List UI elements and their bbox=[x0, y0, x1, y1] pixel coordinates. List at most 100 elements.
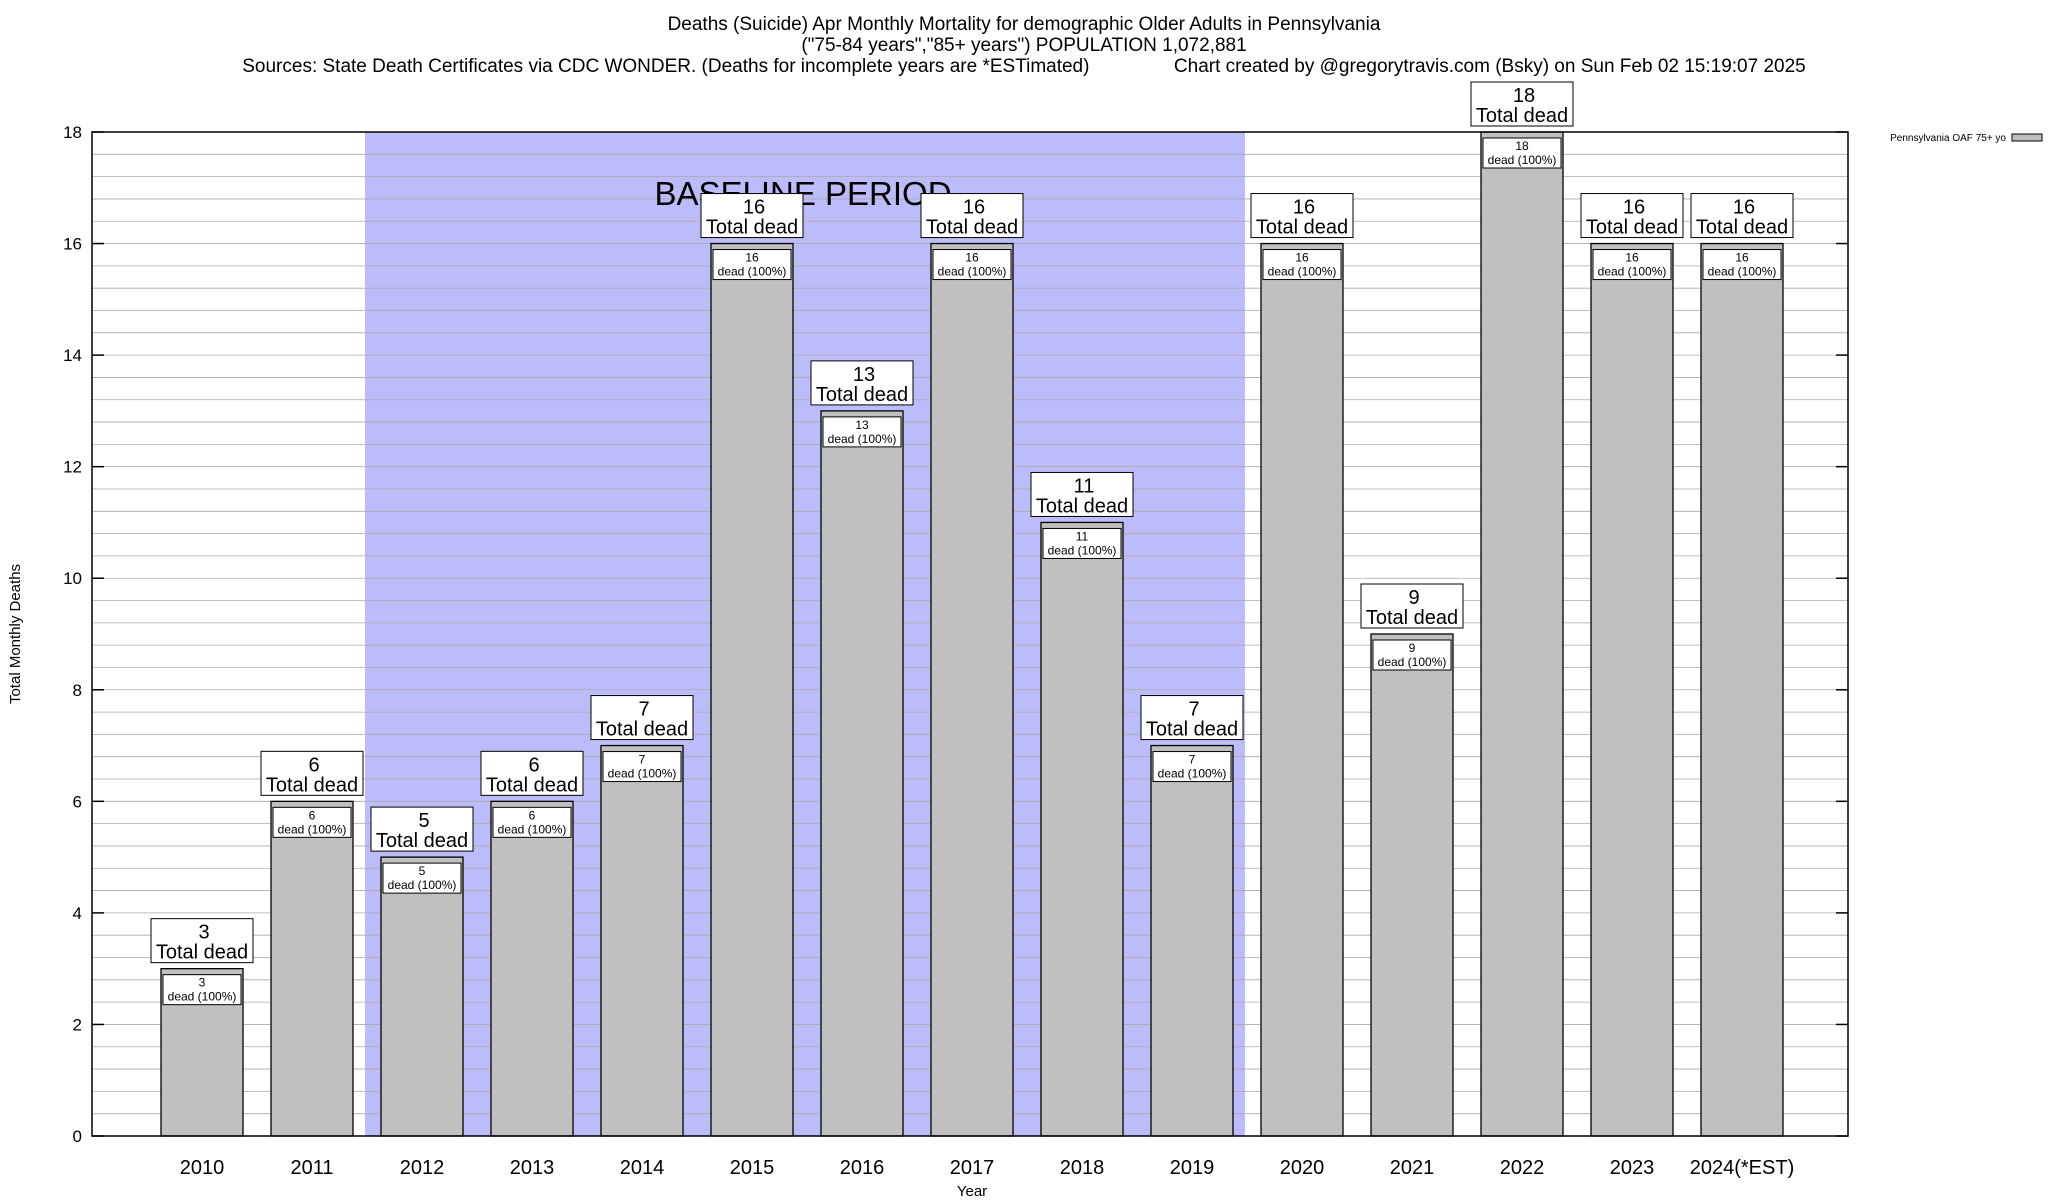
bar-inner-value-label: 16 bbox=[1735, 251, 1749, 265]
bar bbox=[490, 800, 574, 1137]
legend-label: Pennsylvania OAF 75+ yo bbox=[1890, 133, 2006, 144]
bar-total-label-box bbox=[1470, 81, 1574, 127]
bar-inner-value-label: 16 bbox=[745, 251, 759, 265]
y-tick-label: 16 bbox=[63, 235, 82, 254]
bar bbox=[1590, 242, 1674, 1137]
bar-total-text-label: Total dead bbox=[1256, 217, 1348, 239]
bar-inner-label-box bbox=[712, 249, 792, 281]
bar bbox=[1370, 633, 1454, 1137]
bar-total-text-label: Total dead bbox=[706, 217, 798, 239]
bar-total-value-label: 16 bbox=[743, 197, 765, 219]
bar-total-label-box bbox=[260, 750, 364, 796]
x-tick-label: 2019 bbox=[1170, 1157, 1215, 1179]
bar-total-text-label: Total dead bbox=[816, 384, 908, 406]
chart-subtitle: ("75-84 years","85+ years") POPULATION 1… bbox=[801, 35, 1247, 56]
bar-inner-label-box bbox=[1702, 249, 1782, 281]
bar-inner-label-box bbox=[162, 974, 242, 1006]
y-tick-label: 10 bbox=[63, 569, 82, 588]
bar-total-label-box bbox=[1690, 193, 1794, 239]
bar-inner-pct-label: dead (100%) bbox=[1378, 655, 1447, 669]
x-tick-label: 2014 bbox=[620, 1157, 665, 1179]
bar bbox=[600, 744, 684, 1137]
bar-total-label-box bbox=[700, 193, 804, 239]
bar-total-text-label: Total dead bbox=[376, 830, 468, 852]
legend-swatch bbox=[2011, 133, 2043, 142]
x-tick-label: 2022 bbox=[1500, 1157, 1545, 1179]
bar bbox=[1260, 242, 1344, 1137]
chart-source-line: Sources: State Death Certificates via CD… bbox=[242, 56, 1806, 77]
x-tick-label: 2016 bbox=[840, 1157, 885, 1179]
bar bbox=[1480, 131, 1564, 1137]
bar-total-label-box bbox=[1360, 583, 1464, 629]
x-tick-label: 2012 bbox=[400, 1157, 445, 1179]
bar bbox=[1150, 744, 1234, 1137]
bar-total-text-label: Total dead bbox=[1366, 607, 1458, 629]
bar bbox=[380, 856, 464, 1137]
bar-inner-pct-label: dead (100%) bbox=[168, 990, 237, 1004]
bar bbox=[1040, 521, 1124, 1137]
bar-inner-pct-label: dead (100%) bbox=[1488, 153, 1557, 167]
bar-total-value-label: 11 bbox=[1074, 475, 1095, 497]
bar-inner-label-box bbox=[1262, 249, 1342, 281]
bar-total-text-label: Total dead bbox=[596, 719, 688, 741]
bar-inner-label-box bbox=[492, 806, 572, 838]
bar-inner-label-box bbox=[1152, 751, 1232, 783]
bar-inner-pct-label: dead (100%) bbox=[388, 878, 457, 892]
x-tick-label: 2023 bbox=[1610, 1157, 1655, 1179]
bar-total-label-box bbox=[920, 193, 1024, 239]
bar-total-value-label: 5 bbox=[418, 810, 429, 832]
bar-total-value-label: 16 bbox=[1623, 197, 1645, 219]
x-tick-label: 2021 bbox=[1390, 1157, 1435, 1179]
y-tick-label: 8 bbox=[73, 681, 82, 700]
bar-total-value-label: 7 bbox=[638, 699, 649, 721]
bar-inner-pct-label: dead (100%) bbox=[718, 265, 787, 279]
bar-total-label-box bbox=[370, 806, 474, 852]
bar-inner-pct-label: dead (100%) bbox=[278, 822, 347, 836]
bar-total-value-label: 3 bbox=[198, 922, 209, 944]
bar-total-label-box bbox=[810, 360, 914, 406]
bar-inner-pct-label: dead (100%) bbox=[1268, 265, 1337, 279]
bar-inner-pct-label: dead (100%) bbox=[828, 432, 897, 446]
bar-inner-label-box bbox=[1042, 527, 1122, 559]
bar-inner-label-box bbox=[1592, 249, 1672, 281]
bar-inner-value-label: 6 bbox=[309, 808, 316, 822]
bar-inner-label-box bbox=[272, 806, 352, 838]
bar-inner-label-box bbox=[932, 249, 1012, 281]
plot-border bbox=[91, 131, 1849, 1137]
y-tick-label: 6 bbox=[73, 792, 82, 811]
bar-total-label-box bbox=[1250, 193, 1354, 239]
bar-total-text-label: Total dead bbox=[1036, 495, 1128, 517]
bar-inner-label-box bbox=[382, 862, 462, 894]
y-tick-label: 4 bbox=[73, 904, 82, 923]
bar-total-text-label: Total dead bbox=[486, 774, 578, 796]
bar-inner-value-label: 18 bbox=[1515, 139, 1529, 153]
bar-inner-value-label: 7 bbox=[1189, 753, 1196, 767]
bar-inner-value-label: 16 bbox=[1625, 251, 1639, 265]
bar bbox=[270, 800, 354, 1137]
bar-inner-value-label: 9 bbox=[1409, 641, 1416, 655]
chart-title: Deaths (Suicide) Apr Monthly Mortality f… bbox=[667, 14, 1381, 35]
y-axis-title: Total Monthly Deaths bbox=[7, 564, 24, 704]
x-tick-label: 2010 bbox=[180, 1157, 225, 1179]
bar-inner-pct-label: dead (100%) bbox=[608, 767, 677, 781]
bar-inner-label-box bbox=[602, 751, 682, 783]
x-tick-label: 2015 bbox=[730, 1157, 775, 1179]
bar-inner-value-label: 11 bbox=[1076, 529, 1089, 543]
bar bbox=[1700, 242, 1784, 1137]
bar-inner-pct-label: dead (100%) bbox=[498, 822, 567, 836]
bar-total-value-label: 13 bbox=[853, 364, 875, 386]
y-tick-label: 18 bbox=[63, 123, 82, 142]
bar bbox=[820, 410, 904, 1137]
chart-title-block: Deaths (Suicide) Apr Monthly Mortality f… bbox=[0, 14, 2048, 78]
bar-total-text-label: Total dead bbox=[156, 942, 248, 964]
bar-total-label-box bbox=[1030, 471, 1134, 517]
x-tick-label: 2013 bbox=[510, 1157, 555, 1179]
bar-inner-pct-label: dead (100%) bbox=[1708, 265, 1777, 279]
bar-total-value-label: 16 bbox=[1293, 197, 1315, 219]
bar-total-text-label: Total dead bbox=[1146, 719, 1238, 741]
bar-inner-pct-label: dead (100%) bbox=[1158, 767, 1227, 781]
bar-inner-value-label: 16 bbox=[965, 251, 979, 265]
x-tick-label: 2017 bbox=[950, 1157, 995, 1179]
bar-total-value-label: 6 bbox=[308, 754, 319, 776]
